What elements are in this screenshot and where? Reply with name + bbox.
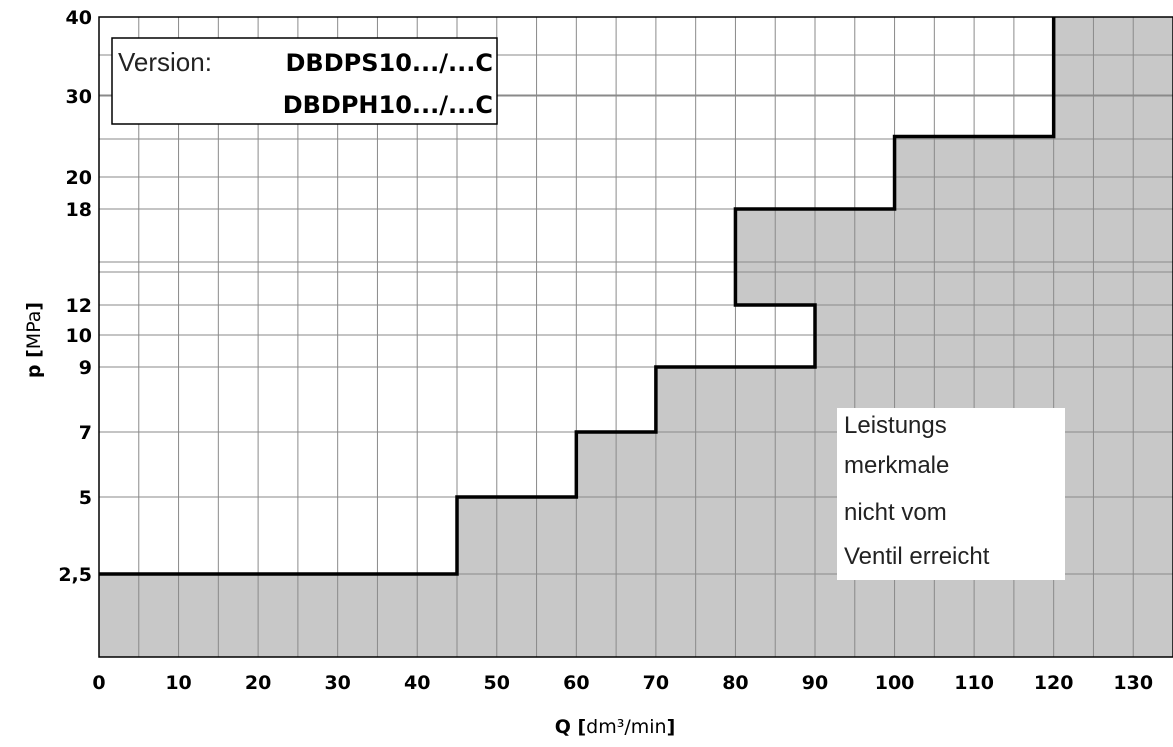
x-tick-label: 130 — [1113, 672, 1153, 694]
y-tick-label: 2,5 — [58, 564, 92, 586]
annotation-line-1: Leistungs — [844, 412, 947, 439]
x-tick-label: 10 — [165, 672, 191, 694]
x-tick-label: 70 — [643, 672, 669, 694]
y-axis-label: p [MPa] — [23, 302, 45, 378]
plot-frame — [98, 16, 1173, 658]
x-tick-label: 90 — [802, 672, 828, 694]
x-tick-label: 30 — [324, 672, 350, 694]
y-tick-label: 40 — [66, 7, 92, 29]
x-tick-label: 0 — [92, 672, 105, 694]
version-box-frame — [111, 37, 498, 125]
version-model-1: DBDPS10.../...C — [286, 49, 494, 77]
y-tick-label: 20 — [66, 167, 92, 189]
version-box: Version: DBDPS10.../...C DBDPH10.../...C — [111, 37, 498, 125]
x-tick-label: 60 — [563, 672, 589, 694]
x-tick-label: 50 — [484, 672, 510, 694]
version-prefix: Version: — [118, 47, 212, 77]
y-tick-label: 30 — [66, 86, 92, 108]
x-tick-label: 40 — [404, 672, 430, 694]
x-tick-label: 80 — [722, 672, 748, 694]
annotation-line-4: Ventil erreicht — [844, 543, 990, 570]
y-tick-label: 5 — [79, 487, 92, 509]
x-axis-label: Q [dm³/min] — [555, 716, 676, 738]
annotation-line-2: merkmale — [844, 452, 949, 479]
y-tick-label: 18 — [66, 199, 92, 221]
annotation-box: Leistungs merkmale nicht vom Ventil erre… — [837, 408, 1065, 580]
y-tick-label: 9 — [79, 357, 92, 379]
version-model-2: DBDPH10.../...C — [283, 91, 493, 119]
x-tick-label: 100 — [875, 672, 915, 694]
y-axis-ticks: 2,5 5 7 9 10 12 18 20 30 40 — [58, 7, 92, 586]
y-tick-label: 10 — [66, 325, 92, 347]
x-axis-ticks: 0 10 20 30 40 50 60 70 80 90 100 110 120 130 — [92, 672, 1153, 694]
annotation-line-3: nicht vom — [844, 499, 947, 526]
x-tick-label: 120 — [1034, 672, 1074, 694]
x-tick-label: 110 — [954, 672, 994, 694]
y-tick-label: 7 — [79, 422, 92, 444]
annotation-box-bg — [837, 408, 1065, 580]
performance-limit-line — [99, 17, 1056, 576]
boundary-path — [99, 17, 1056, 576]
y-tick-label: 12 — [66, 295, 92, 317]
x-tick-label: 20 — [245, 672, 271, 694]
